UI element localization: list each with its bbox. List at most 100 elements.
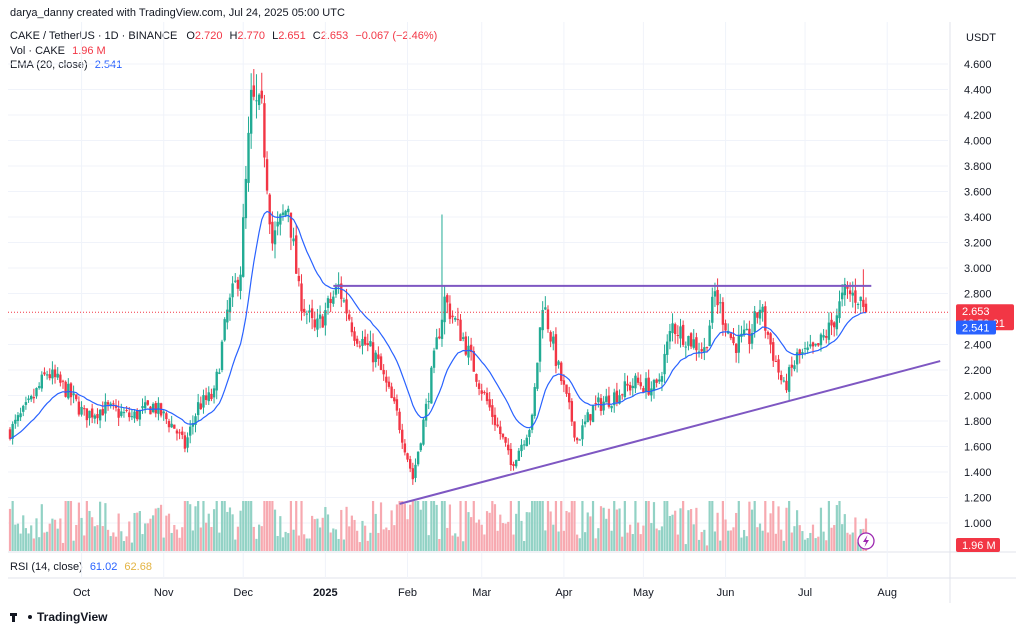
volume-bar <box>252 526 255 551</box>
volume-bar <box>56 528 59 551</box>
ema-legend[interactable]: EMA (20, close) 2.541 <box>10 59 122 71</box>
volume-bar <box>549 511 552 551</box>
y-tick-label: 2.400 <box>964 340 992 352</box>
last-price-label: 2.653 <box>962 306 990 318</box>
x-tick-label: Oct <box>73 587 90 599</box>
volume-bar <box>411 501 414 551</box>
volume-bar <box>753 501 756 551</box>
ohlc-low-label: L <box>272 30 279 42</box>
candle-body <box>748 328 751 344</box>
volume-bar <box>692 524 695 551</box>
volume-bar <box>705 545 709 551</box>
candle-body <box>734 343 738 353</box>
volume-badge-label: 1.96 M <box>962 540 996 552</box>
volume-bar <box>19 533 22 551</box>
volume-bar <box>700 532 703 551</box>
volume-bar <box>205 522 208 551</box>
volume-bar <box>72 540 75 551</box>
volume-bar <box>766 532 770 551</box>
volume-legend[interactable]: Vol · CAKE 1.96 M <box>10 45 106 57</box>
volume-bar <box>795 510 799 551</box>
volume-bar <box>366 540 369 551</box>
candle-body <box>671 323 674 334</box>
volume-bar <box>46 531 49 551</box>
volume-bar <box>311 515 314 551</box>
volume-bar <box>165 515 168 551</box>
candle-body <box>416 451 420 465</box>
candle-body <box>615 390 619 403</box>
candle-body <box>546 309 550 330</box>
candle-body <box>856 304 860 306</box>
candle-body <box>620 394 624 396</box>
volume-bar <box>597 528 600 551</box>
candle-body <box>684 346 687 348</box>
volume-bar <box>99 501 102 551</box>
volume-bar <box>297 535 300 551</box>
x-tick-label: Jul <box>798 587 812 599</box>
candle-body <box>88 410 91 419</box>
volume-bar <box>422 501 425 551</box>
symbol-name[interactable]: CAKE / TetherUS · 1D · BINANCE <box>10 30 178 42</box>
candle-body <box>552 336 555 344</box>
candle-body <box>432 350 436 368</box>
rsi-legend[interactable]: RSI (14, close) 61.02 62.68 <box>10 561 152 573</box>
ema-price-badge <box>956 320 996 335</box>
lightning-icon-bolt <box>863 535 869 547</box>
candle-body <box>191 423 195 427</box>
candle-body <box>353 331 356 341</box>
volume-bar <box>170 532 173 551</box>
volume-bar <box>48 523 51 551</box>
volume-bar <box>636 522 640 551</box>
volume-bar <box>825 540 828 551</box>
candle-body <box>742 329 746 336</box>
candle-body <box>218 372 221 374</box>
volume-bar <box>838 501 841 551</box>
symbol-legend[interactable]: CAKE / TetherUS · 1D · BINANCE O2.720 H2… <box>10 30 437 42</box>
volume-bar <box>308 538 311 551</box>
x-tick-label: Dec <box>233 587 253 599</box>
candle-body <box>189 426 192 436</box>
volume-bar <box>144 523 147 551</box>
candle-body <box>676 335 680 337</box>
candle-body <box>536 362 539 389</box>
volume-bar <box>682 501 685 551</box>
volume-bar <box>793 526 796 551</box>
support-trendline <box>399 360 941 505</box>
volume-bar <box>716 512 719 551</box>
candle-body <box>72 393 75 396</box>
candle-body <box>69 383 73 398</box>
volume-bar <box>271 501 274 551</box>
volume-bar <box>480 524 483 551</box>
candle-body <box>514 460 518 467</box>
volume-bar <box>822 531 825 551</box>
volume-bar <box>772 501 775 551</box>
candle-body <box>830 319 833 326</box>
volume-bar <box>856 542 860 551</box>
volume-bar <box>393 525 396 551</box>
volume-bar <box>390 510 393 551</box>
volume-bar <box>560 501 563 551</box>
candle-body <box>321 316 324 328</box>
volume-bar <box>300 501 303 551</box>
candle-body <box>562 380 566 385</box>
candle-body <box>83 408 86 410</box>
volume-bar <box>729 530 732 551</box>
candle-body <box>117 408 120 418</box>
candle-body <box>257 94 261 106</box>
volume-bar <box>851 532 854 551</box>
credit-line: darya_danny created with TradingView.com… <box>10 7 345 19</box>
volume-bar <box>353 519 356 551</box>
candle-body <box>104 401 107 414</box>
volume-bar <box>684 544 687 551</box>
volume-bar <box>316 518 319 551</box>
volume-bar <box>173 524 176 551</box>
volume-bar <box>247 501 250 551</box>
volume-bar <box>803 539 807 551</box>
candle-body <box>239 274 242 291</box>
volume-bar <box>342 539 346 551</box>
candle-body <box>787 367 791 392</box>
volume-bar <box>546 501 550 551</box>
candle-body <box>178 432 181 434</box>
tradingview-brand[interactable]: TradingView <box>10 610 107 624</box>
